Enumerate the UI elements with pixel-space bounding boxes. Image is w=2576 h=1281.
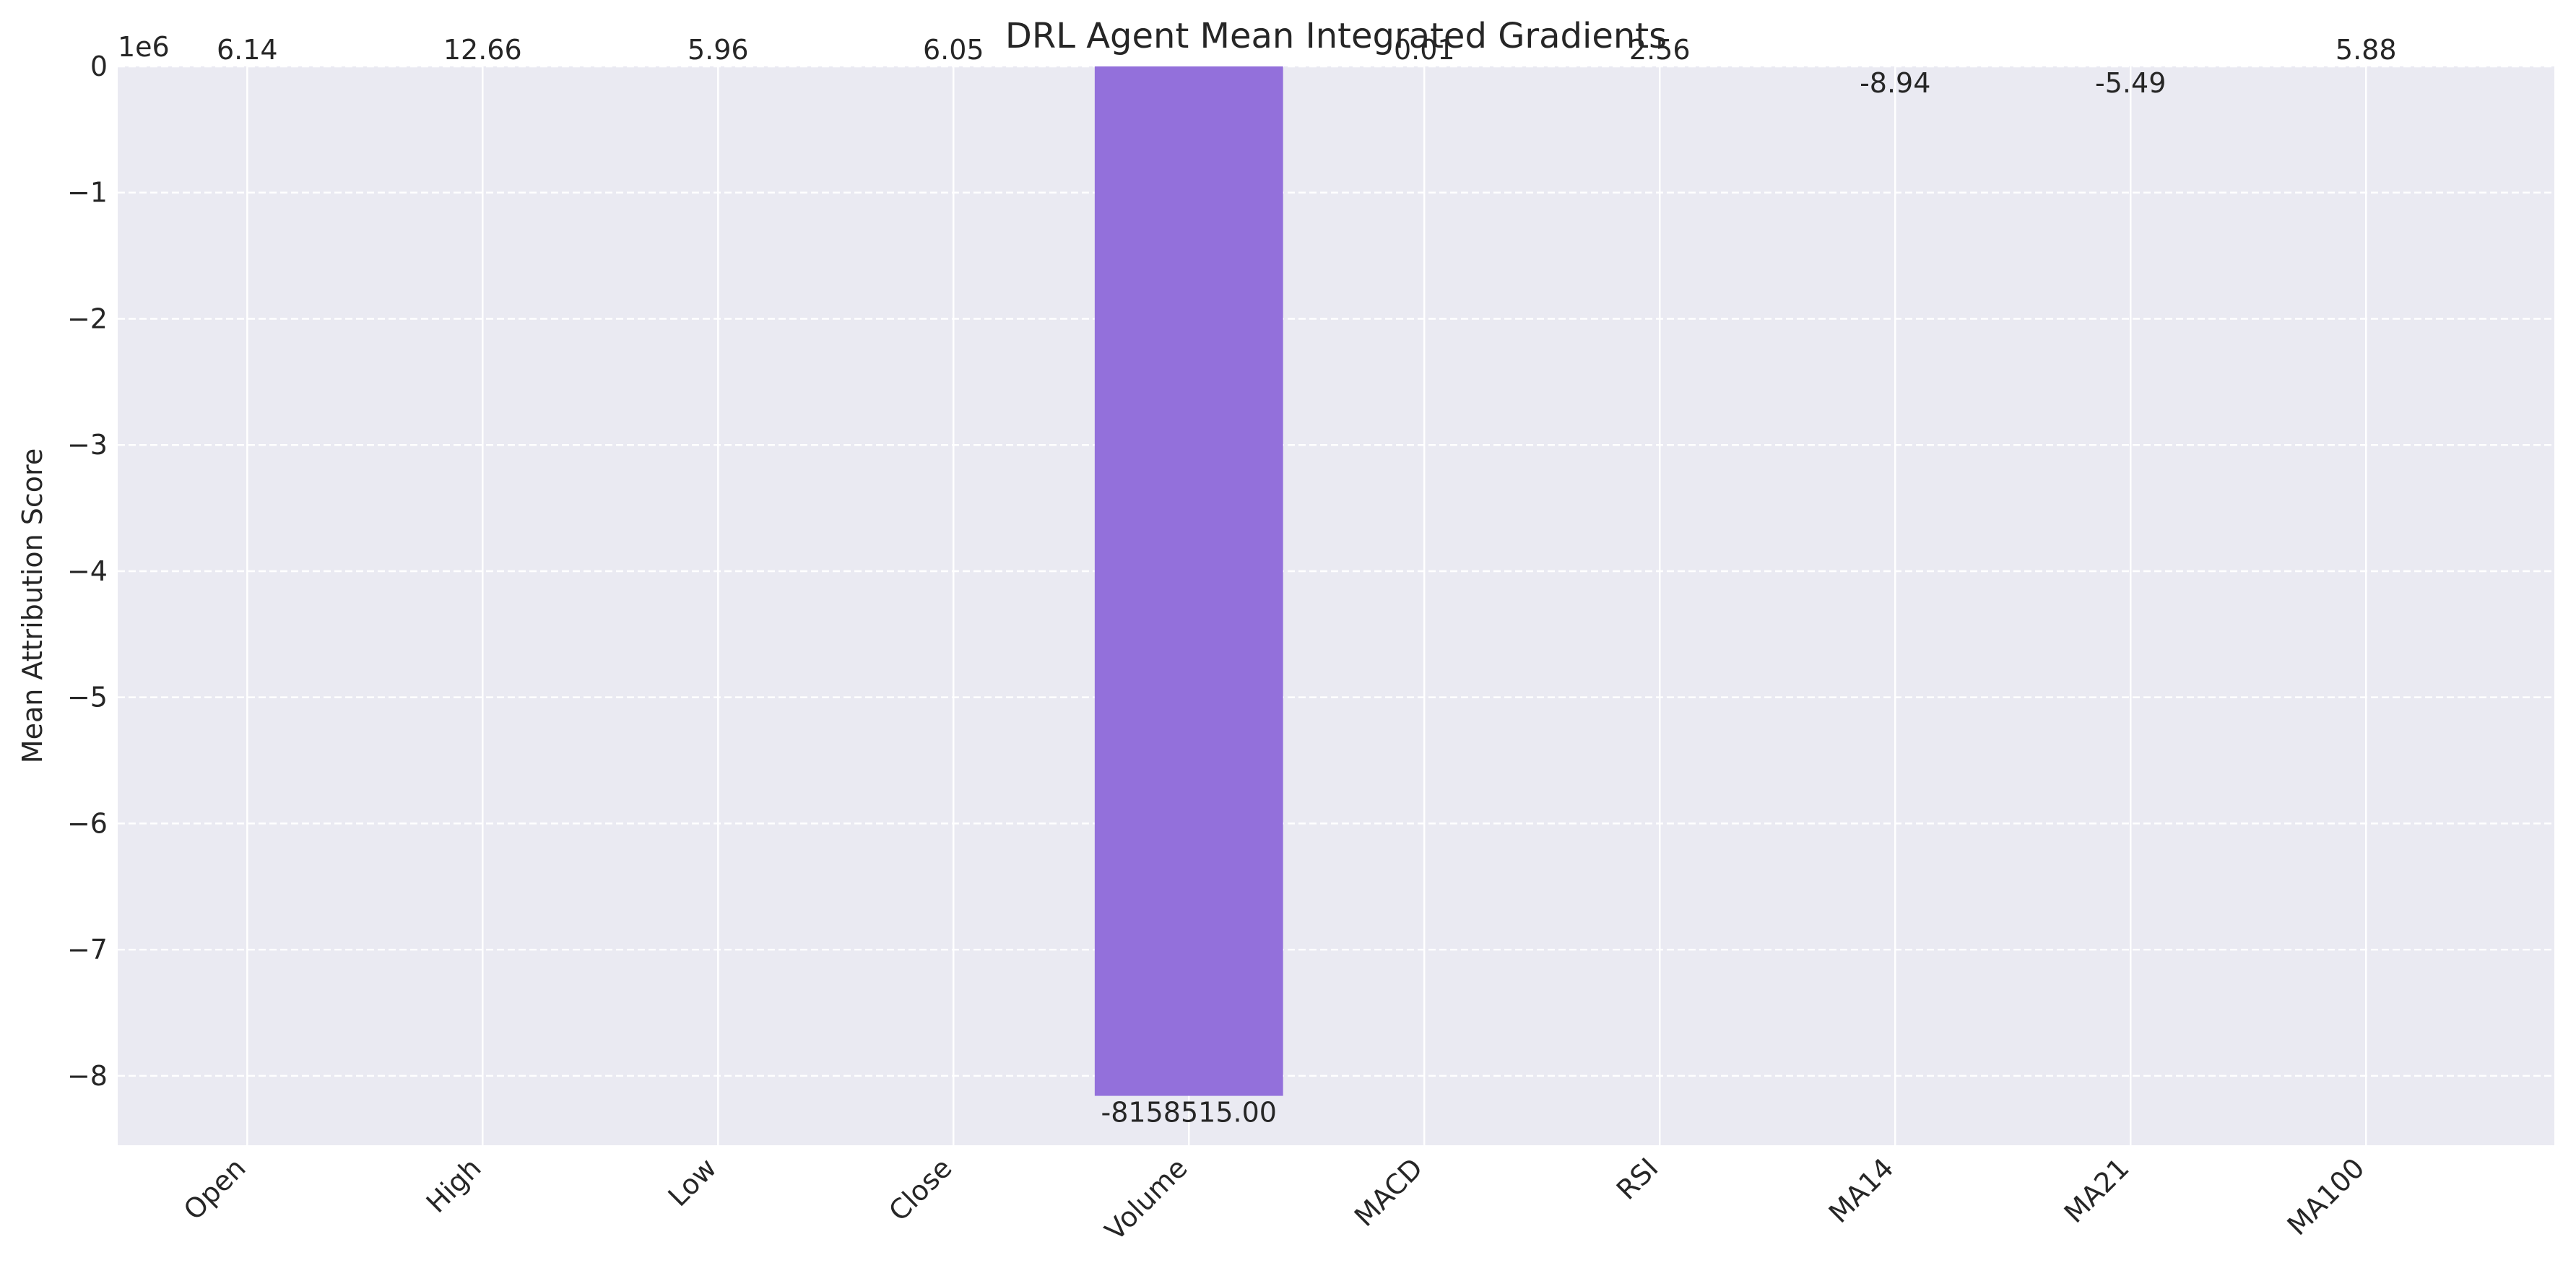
bar-value-label: -5.49 [2095,67,2166,99]
y-axis-offset-label: 1e6 [118,31,170,63]
chart-title: DRL Agent Mean Integrated Gradients [1005,16,1667,56]
y-tick-label: −3 [67,429,108,461]
bar-value-label: -8158515.00 [1101,1097,1277,1129]
x-tick-label: MA21 [2058,1152,2135,1229]
x-tick-label: MA100 [2281,1152,2371,1241]
y-tick-label: −4 [67,555,108,587]
y-tick-label: −6 [67,807,108,839]
x-axis-ticks: Open High Low Close Volume MACD RSI MA14 MA21 MA1… [178,1152,2371,1246]
x-tick-label: Close [882,1152,958,1227]
bar-value-label: 5.96 [688,34,749,66]
y-tick-label: −2 [67,303,108,334]
x-tick-label: Volume [1099,1152,1194,1246]
bar-value-label: 5.88 [2336,34,2397,66]
bar-value-label: 6.05 [923,34,984,66]
y-tick-label: 0 [90,51,108,82]
y-tick-label: −5 [67,682,108,713]
x-tick-label: MACD [1348,1152,1429,1233]
y-tick-label: −8 [67,1060,108,1092]
bar-value-label: 6.14 [217,34,278,66]
y-tick-label: −7 [67,934,108,965]
y-axis-ticks: 0 −1 −2 −3 −4 −5 −6 −7 −8 [67,51,108,1092]
x-tick-label: High [420,1152,487,1219]
x-tick-label: RSI [1610,1152,1665,1206]
x-tick-label: MA14 [1823,1152,1900,1229]
x-tick-label: Low [662,1152,723,1212]
y-tick-label: −1 [67,177,108,209]
y-axis-label: Mean Attribution Score [17,448,48,763]
bar-volume [1095,66,1283,1096]
bar-value-label: 12.66 [443,34,522,66]
bar-value-label: -8.94 [1860,67,1930,99]
x-tick-label: Open [178,1152,252,1226]
